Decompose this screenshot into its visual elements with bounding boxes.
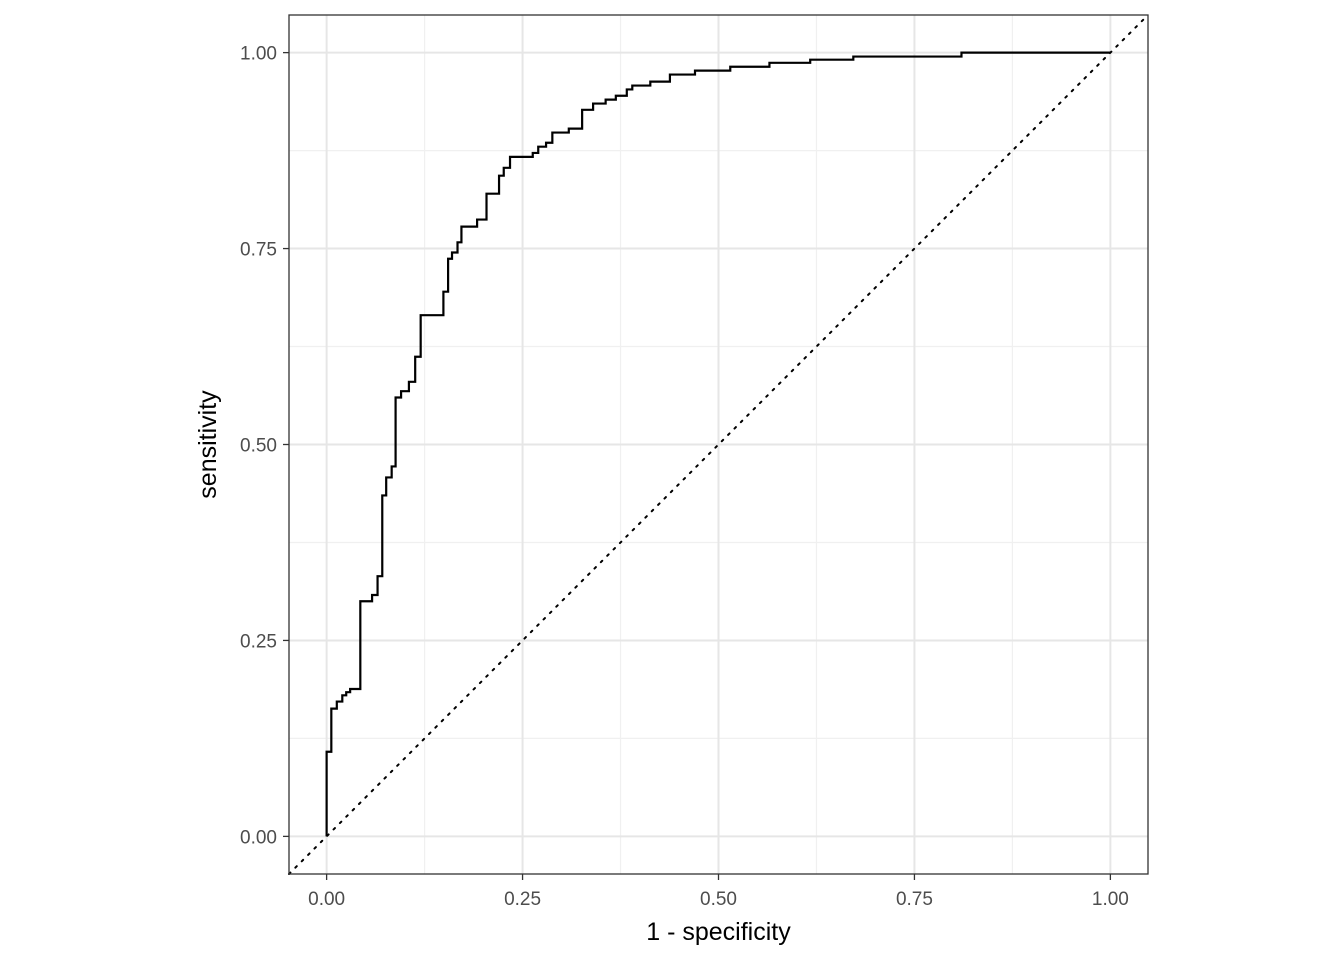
y-tick-label: 0.25 bbox=[240, 631, 277, 652]
x-tick-label: 0.00 bbox=[308, 889, 345, 910]
y-tick-label: 0.50 bbox=[240, 436, 277, 457]
y-tick-label: 0.00 bbox=[240, 827, 277, 848]
y-axis-ticks: 0.00 0.25 0.50 0.75 1.00 bbox=[240, 44, 289, 848]
x-tick-label: 0.50 bbox=[700, 889, 737, 910]
x-tick-label: 1.00 bbox=[1092, 889, 1129, 910]
y-axis-title: sensitivity bbox=[194, 390, 222, 499]
y-tick-label: 1.00 bbox=[240, 44, 277, 65]
x-axis-title: 1 - specificity bbox=[646, 918, 791, 946]
roc-curve-line bbox=[325, 51, 1111, 837]
x-axis-ticks: 0.00 0.25 0.50 0.75 1.00 bbox=[308, 874, 1129, 910]
major-gridlines bbox=[289, 15, 1148, 874]
x-tick-label: 0.75 bbox=[896, 889, 933, 910]
y-tick-label: 0.75 bbox=[240, 240, 277, 261]
x-tick-label: 0.25 bbox=[504, 889, 541, 910]
